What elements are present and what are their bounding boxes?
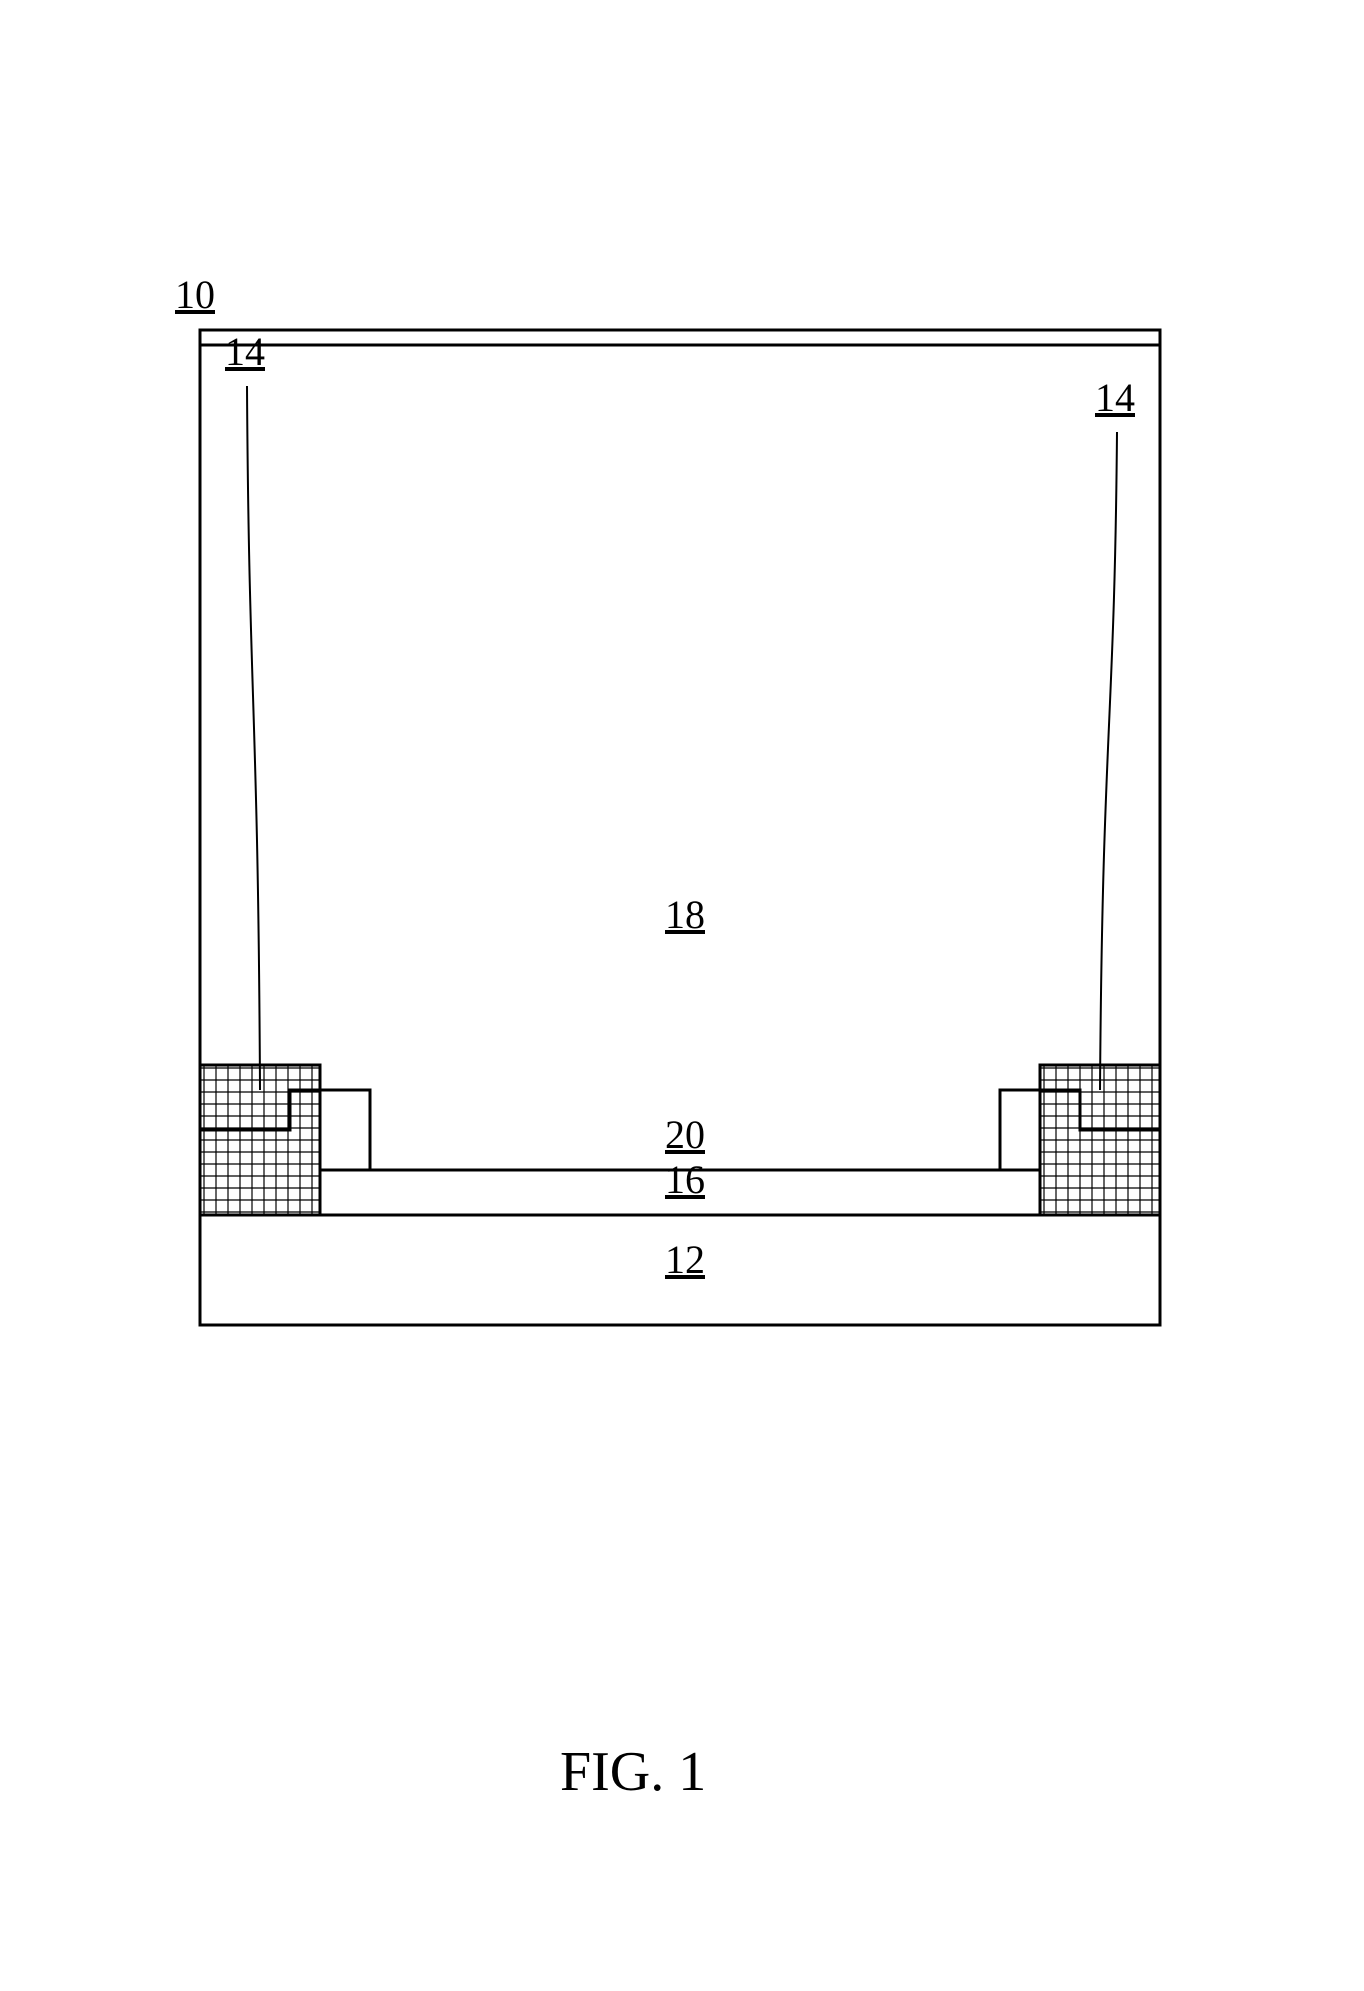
ref-18: 18 <box>665 891 705 938</box>
ref-10: 10 <box>175 271 215 318</box>
figure-page: FIG. 1 10 14 14 18 20 16 12 <box>0 0 1364 1991</box>
ref-20: 20 <box>665 1111 705 1158</box>
ref-16: 16 <box>665 1156 705 1203</box>
ref-12: 12 <box>665 1236 705 1283</box>
ref-14-right: 14 <box>1095 374 1135 421</box>
figure-caption: FIG. 1 <box>560 1740 706 1804</box>
ref-14-left: 14 <box>225 328 265 375</box>
